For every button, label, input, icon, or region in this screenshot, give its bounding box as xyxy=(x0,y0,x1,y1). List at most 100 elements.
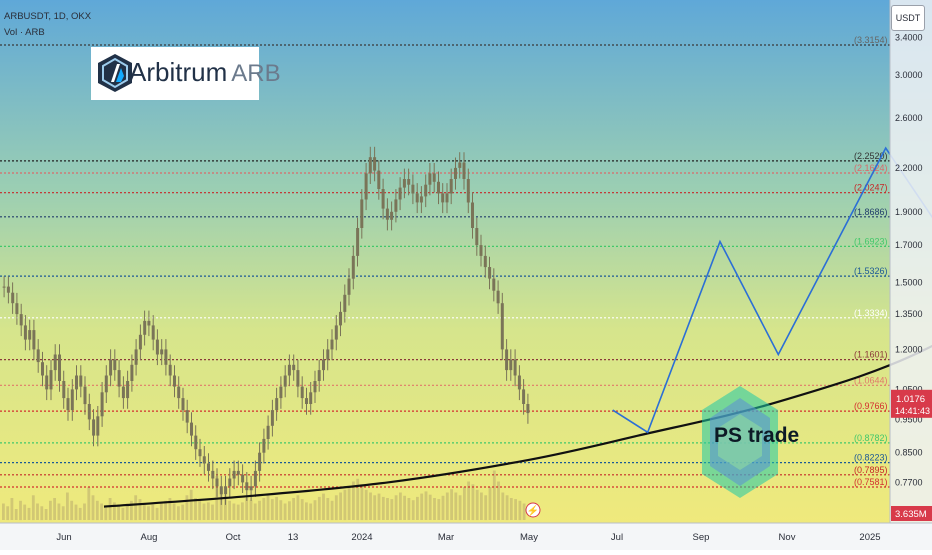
volume-bar xyxy=(454,492,458,520)
candle-body xyxy=(11,292,15,304)
candle-body xyxy=(164,349,168,365)
volume-bar xyxy=(296,495,300,521)
candle-body xyxy=(79,375,83,387)
y-tick-label: 0.8500 xyxy=(895,448,923,458)
candle-body xyxy=(466,179,470,203)
volume-bar xyxy=(360,484,364,521)
candle-body xyxy=(28,330,32,340)
volume-bar xyxy=(2,503,5,520)
volume-bar xyxy=(330,500,334,521)
level-label: (1.0644) xyxy=(854,375,888,385)
candle-body xyxy=(228,478,232,487)
volume-bar xyxy=(292,498,295,520)
candle-body xyxy=(19,314,23,326)
volume-bar xyxy=(339,492,342,520)
candle-body xyxy=(62,381,66,399)
volume-bar xyxy=(445,492,449,520)
volume-bar xyxy=(484,495,488,521)
volume-bar xyxy=(241,502,244,520)
candle-body xyxy=(241,474,245,483)
symbol-info[interactable]: ARBUSDT, 1D, OKX xyxy=(4,11,92,22)
x-tick-label: Jul xyxy=(611,532,623,543)
candle-body xyxy=(517,375,521,390)
x-tick-label: Oct xyxy=(226,532,241,543)
volume-tag-label: 3.635M xyxy=(895,509,927,520)
candle-body xyxy=(66,398,70,411)
volume-bar xyxy=(224,495,227,521)
volume-bar xyxy=(31,495,35,521)
volume-bar xyxy=(249,500,253,520)
y-tick-label: 1.3500 xyxy=(895,309,923,319)
volume-bar xyxy=(125,503,129,520)
level-label: (1.8686) xyxy=(854,207,888,217)
currency-button[interactable]: USDT xyxy=(891,5,925,31)
y-tick-label: 3.0000 xyxy=(895,70,923,80)
volume-bar xyxy=(151,504,155,520)
volume-bar xyxy=(194,498,197,520)
y-tick-label: 3.4000 xyxy=(895,33,923,43)
candle-body xyxy=(402,179,406,188)
volume-bar xyxy=(305,502,308,520)
candle-body xyxy=(134,349,138,365)
volume-bar xyxy=(467,481,470,520)
candle-body xyxy=(266,425,270,439)
price-axis xyxy=(890,0,932,523)
volume-bar xyxy=(480,492,483,520)
candle-body xyxy=(15,303,19,315)
volume-bar xyxy=(463,487,466,520)
volume-bar xyxy=(334,495,338,521)
volume-bar xyxy=(168,498,172,520)
volume-bar xyxy=(394,495,398,521)
volume-bar xyxy=(420,493,424,520)
candle-body xyxy=(219,486,223,495)
volume-bar xyxy=(262,498,266,520)
level-label: (2.2520) xyxy=(854,151,888,161)
volume-bar xyxy=(211,504,214,520)
candle-body xyxy=(2,286,6,288)
candle-body xyxy=(351,255,355,279)
candle-body xyxy=(270,410,274,426)
candle-body xyxy=(121,386,125,399)
volume-bar xyxy=(488,487,492,520)
volume-bar xyxy=(236,504,240,520)
logo-ticker: ARB xyxy=(231,60,281,87)
candle-body xyxy=(394,199,398,212)
candle-body xyxy=(419,196,423,203)
volume-bar xyxy=(471,484,475,521)
candle-body xyxy=(177,386,181,399)
x-tick-label: 2024 xyxy=(351,532,372,543)
volume-bar xyxy=(147,506,150,521)
x-tick-label: 13 xyxy=(288,532,299,543)
candle-body xyxy=(458,162,462,168)
candle-body xyxy=(522,389,526,404)
candle-body xyxy=(96,416,100,436)
candle-body xyxy=(83,386,87,405)
candle-body xyxy=(185,410,189,423)
volume-bar xyxy=(518,500,522,521)
level-label: (0.9766) xyxy=(854,401,888,411)
volume-bar xyxy=(416,496,419,520)
candle-body xyxy=(126,381,130,399)
volume-bar xyxy=(198,500,202,521)
candle-body xyxy=(360,199,364,228)
candle-body xyxy=(32,330,36,350)
candle-body xyxy=(143,320,147,335)
volume-bar xyxy=(424,491,428,520)
level-label: (1.1601) xyxy=(854,350,888,360)
volume-bar xyxy=(266,495,270,521)
volume-bar xyxy=(49,500,52,521)
volume-bar xyxy=(74,504,78,520)
y-tick-label: 1.7000 xyxy=(895,240,923,250)
volume-bar xyxy=(104,506,108,521)
volume-bar xyxy=(40,506,44,521)
volume-indicator-label[interactable]: Vol · ARB xyxy=(4,27,45,38)
price-tag-box xyxy=(891,389,932,418)
volume-bar xyxy=(70,500,74,521)
volume-bar xyxy=(497,481,500,520)
y-tick-label: 2.6000 xyxy=(895,113,923,123)
x-tick-label: Nov xyxy=(779,532,796,543)
level-label: (1.3334) xyxy=(854,308,888,318)
candle-body xyxy=(368,157,372,174)
candle-body xyxy=(173,375,176,387)
volume-bar xyxy=(522,503,526,520)
